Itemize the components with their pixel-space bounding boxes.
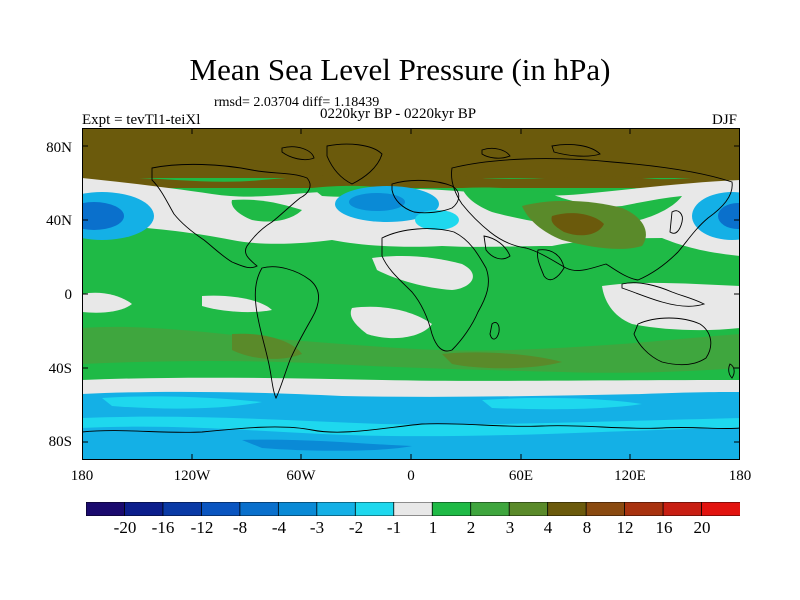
lon-label-60w: 60W [286,468,316,484]
field-patch [242,439,412,451]
field-pacific-neutral [82,292,132,313]
coastlines [82,143,740,433]
field-asia-core [551,213,604,236]
north-america [151,163,311,269]
colorbar-swatch [508,502,549,516]
colorbar-swatch [124,502,164,516]
colorbar-swatch [354,502,395,516]
colorbar-label: 16 [655,518,673,537]
colorbar-label: 2 [466,518,476,537]
lon-label-120w: 120W [173,468,211,484]
colorbar-swatch [277,502,318,516]
field-east-pacific-neutral [202,295,272,313]
colorbar-label: 3 [505,518,515,537]
colorbar-label: -1 [386,518,402,537]
lon-label-60e: 60E [508,468,534,484]
field-icelandic-core [349,193,405,211]
colorbar-label: -3 [309,518,325,537]
field-aleutian-low-east [692,192,740,240]
arabia [483,235,511,260]
arctic-islands [481,147,511,159]
lon-label-120e: 120E [614,468,646,484]
field-antarctic-inner [82,426,740,460]
colorbar-label: -4 [271,518,287,537]
colorbar-label: -2 [348,518,364,537]
south-america [254,266,319,400]
africa [381,228,489,352]
lat-label-40s: 40S [48,361,72,377]
asia [451,158,733,281]
maritime-continent [621,282,706,307]
lat-label-40n: 40N [46,213,72,229]
field-atlantic-neutral [350,306,432,339]
colorbar-swatch [547,502,588,516]
colorbar-label: -20 [113,518,137,537]
lat-label-0: 0 [64,287,73,303]
lat-label-80n: 80N [46,140,72,156]
axis-ticks [82,128,740,460]
antarctica [82,423,740,433]
colorbar-swatch [162,502,203,516]
period-text: 0220kyr BP - 0220kyr BP [320,106,477,122]
colorbar-label: 4 [543,518,553,537]
colorbar-swatch [431,502,472,516]
experiment-label: Expt = tevTl1-teiXl [82,112,201,128]
colorbar-swatch [239,502,280,516]
season-label: DJF [712,112,738,128]
india [537,249,565,281]
arctic-islands [551,143,601,157]
lon-label-180w: 180 [70,468,94,484]
field-med-low [415,210,459,230]
colorbar-swatch [624,502,664,516]
greenland [326,143,383,185]
field-arctic [82,128,740,178]
colorbar-swatch [86,502,126,516]
colorbar-swatch [470,502,511,516]
colorbar-swatch [393,502,434,516]
lat-label-80s: 80S [48,434,72,450]
colorbar-label: -8 [232,518,248,537]
colorbar-swatch [585,502,626,516]
field-patch [482,397,642,410]
colorbar-label: 20 [693,518,711,537]
europe [391,179,460,214]
madagascar [489,321,500,340]
colorbar-label: 1 [428,518,438,537]
field-patch [231,199,302,222]
colorbar-label: -12 [190,518,214,537]
color-bar [86,502,740,516]
arctic-islands [281,146,315,161]
colorbar-swatch [701,502,740,516]
lon-label-180e: 180 [728,468,752,484]
colorbar-label: 12 [616,518,634,537]
colorbar-swatch [201,502,241,516]
japan [669,210,683,234]
field-patch [442,352,562,369]
map-title: Mean Sea Level Pressure (in hPa) [189,52,611,87]
colorbar-label: -16 [151,518,175,537]
stats-text: rmsd= 2.03704 diff= 1.18439 [214,95,380,110]
pressure-map [82,128,740,460]
lon-label-0: 0 [407,468,415,484]
field-patch [232,333,302,359]
field-indopacific-neutral [602,282,740,331]
australia [633,317,712,366]
field-aleutian-core [82,202,124,230]
field-sahara-neutral [372,256,473,290]
colorbar-swatch [316,502,357,516]
colorbar-swatch [662,502,703,516]
field-aleutian-east-core [718,203,740,229]
new-zealand [728,363,735,379]
colorbar-label: 8 [582,518,592,537]
field-patch [102,396,262,409]
